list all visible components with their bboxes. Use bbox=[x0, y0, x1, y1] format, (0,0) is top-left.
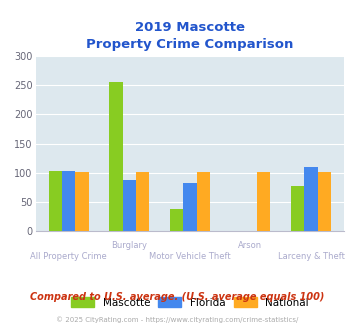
Text: Arson: Arson bbox=[239, 242, 263, 250]
Bar bbox=[318, 172, 331, 231]
Text: All Property Crime: All Property Crime bbox=[31, 252, 107, 261]
Bar bbox=[62, 171, 76, 231]
Text: Burglary: Burglary bbox=[111, 242, 147, 250]
Text: Compared to U.S. average. (U.S. average equals 100): Compared to U.S. average. (U.S. average … bbox=[30, 292, 325, 302]
Text: © 2025 CityRating.com - https://www.cityrating.com/crime-statistics/: © 2025 CityRating.com - https://www.city… bbox=[56, 316, 299, 323]
Bar bbox=[123, 180, 136, 231]
Bar bbox=[257, 172, 271, 231]
Bar bbox=[49, 171, 62, 231]
Bar bbox=[291, 186, 304, 231]
Bar bbox=[76, 172, 89, 231]
Text: Motor Vehicle Theft: Motor Vehicle Theft bbox=[149, 252, 231, 261]
Bar bbox=[304, 167, 318, 231]
Bar bbox=[197, 172, 210, 231]
Bar bbox=[170, 210, 183, 231]
Bar bbox=[136, 172, 149, 231]
Title: 2019 Mascotte
Property Crime Comparison: 2019 Mascotte Property Crime Comparison bbox=[86, 21, 294, 51]
Legend: Mascotte, Florida, National: Mascotte, Florida, National bbox=[71, 297, 308, 308]
Bar bbox=[109, 82, 123, 231]
Bar bbox=[183, 182, 197, 231]
Text: Larceny & Theft: Larceny & Theft bbox=[278, 252, 344, 261]
